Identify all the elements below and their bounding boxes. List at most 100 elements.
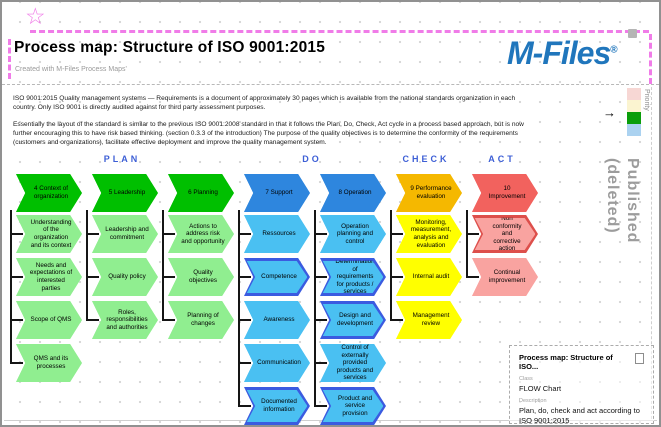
flow-header-node[interactable]: 10 Improvement (472, 174, 538, 212)
flow-node-label: 4 Context of organization (33, 185, 69, 200)
priority-swatch (627, 100, 641, 112)
flow-node-label: 7 Support (265, 189, 293, 197)
flow-node-label: Needs and expectations of interested par… (29, 261, 73, 292)
priority-swatch (627, 124, 641, 136)
flow-item-node[interactable]: Product and service provision (320, 387, 386, 425)
connector-stub (86, 276, 99, 278)
connector-stub (314, 276, 327, 278)
connector-stub (238, 319, 251, 321)
description-value: Plan, do, check and act according to ISO… (519, 405, 640, 425)
intro-paragraph-1: ISO 9001:2015 Quality management systems… (13, 95, 516, 112)
flow-item-node[interactable]: Determination of requirements for produc… (320, 258, 386, 296)
flow-item-node[interactable]: Quality policy (92, 258, 158, 296)
connector-stub (390, 276, 403, 278)
pink-dashed-divider-right (649, 34, 652, 84)
flow-header-node[interactable]: 8 Operation (320, 174, 386, 212)
flow-column: 5 Leadership Leadership and commitment Qua… (86, 174, 158, 425)
flow-node-label: Quality objectives (188, 269, 217, 284)
connector-stub (314, 405, 327, 407)
flow-node-label: Control of externally provided products … (336, 344, 374, 382)
flow-item-node[interactable]: Ressources (244, 215, 310, 253)
flow-node-label: Management review (412, 312, 450, 327)
connector-stub (390, 319, 403, 321)
document-icon (635, 353, 644, 364)
flow-item-node[interactable]: Internal audit (396, 258, 462, 296)
description-label: Description (519, 398, 547, 405)
mfiles-logo: M-Files® (507, 35, 639, 72)
annotation-icon (628, 29, 637, 38)
flow-item-node[interactable]: Design and development (320, 301, 386, 339)
flow-item-node[interactable]: Competence (244, 258, 310, 296)
flow-header-node[interactable]: 9 Performance evaluation (396, 174, 462, 212)
priority-arrow-icon: → (603, 105, 616, 120)
flow-node-label: 8 Operation (338, 189, 372, 197)
flow-item-node[interactable]: Operation planning and control (320, 215, 386, 253)
flow-item-node[interactable]: Non conformity and corrective action (472, 215, 538, 253)
class-value: FLOW Chart (519, 383, 562, 393)
connector-stub (314, 319, 327, 321)
intro-text: ISO 9001:2015 Quality management systems… (13, 94, 539, 155)
flow-column: 9 Performance evaluation Monitoring, meas… (390, 174, 462, 425)
flow-node-label: Leadership and commitment (105, 226, 149, 241)
flow-item-node[interactable]: Awareness (244, 301, 310, 339)
flow-header-node[interactable]: 5 Leadership (92, 174, 158, 212)
priority-swatch (627, 112, 641, 124)
flow-header-node[interactable]: 7 Support (244, 174, 310, 212)
connector-stub (466, 233, 479, 235)
star-icon: ☆ (25, 3, 46, 29)
connector-line (390, 210, 392, 321)
flow-node-label: Product and service provision (338, 394, 372, 417)
connector-stub (238, 233, 251, 235)
flow-header-node[interactable]: 6 Planning (168, 174, 234, 212)
flow-item-node[interactable]: Management review (396, 301, 462, 339)
flow-item-node[interactable]: Roles, responsibilities and authorities (92, 301, 158, 339)
connector-stub (10, 233, 23, 235)
flow-column: 6 Planning Actions to address risk and op… (162, 174, 234, 425)
connector-stub (86, 233, 99, 235)
flow-node-label: Non conformity and corrective action (492, 215, 522, 253)
flow-column: 10 Improvement Non conformity and correct… (466, 174, 538, 425)
flow-item-node[interactable]: Documented information (244, 387, 310, 425)
registered-mark: ® (610, 44, 617, 56)
flow-column: 7 Support Ressources Competence Awareness Co… (238, 174, 310, 425)
flow-node-label: Monitoring, measurement, analysis and ev… (410, 218, 452, 249)
flow-node-label: 9 Performance evaluation (410, 185, 452, 200)
connector-line (314, 210, 316, 407)
flow-item-node[interactable]: Control of externally provided products … (320, 344, 386, 382)
connector-line (10, 210, 12, 364)
flow-item-node[interactable]: Leadership and commitment (92, 215, 158, 253)
flow-node-label: 5 Leadership (108, 189, 146, 197)
flow-item-node[interactable]: Communication (244, 344, 310, 382)
flow-node-label: Internal audit (412, 273, 450, 281)
gray-dashed-divider (2, 84, 659, 85)
connector-stub (238, 362, 251, 364)
flow-item-node[interactable]: QMS and its processes (16, 344, 82, 382)
flow-item-node[interactable]: Needs and expectations of interested par… (16, 258, 82, 296)
metadata-card-title[interactable]: Process map: Structure of ISO... (519, 353, 613, 371)
connector-stub (314, 233, 327, 235)
flow-node-label: Continual improvement (488, 269, 526, 284)
flow-item-node[interactable]: Continual improvement (472, 258, 538, 296)
page-title: Process map: Structure of ISO 9001:2015 (14, 39, 326, 56)
connector-stub (390, 233, 403, 235)
flow-item-node[interactable]: Actions to address risk and opportunity (168, 215, 234, 253)
flow-header-node[interactable]: 4 Context of organization (16, 174, 82, 212)
connector-stub (466, 276, 479, 278)
priority-legend-label: Priority (643, 89, 650, 111)
connector-stub (314, 362, 327, 364)
connector-stub (162, 276, 175, 278)
group-label-check: CHECK (402, 154, 450, 164)
flow-item-node[interactable]: Planning of changes (168, 301, 234, 339)
flow-node-label: Awareness (263, 316, 295, 324)
flow-item-node[interactable]: Scope of QMS (16, 301, 82, 339)
flow-node-label: Determination of requirements for produc… (335, 258, 375, 296)
flow-item-node[interactable]: Monitoring, measurement, analysis and ev… (396, 215, 462, 253)
flow-item-node[interactable]: Understanding of the organization and it… (16, 215, 82, 253)
flow-node-label: Ressources (262, 230, 296, 238)
connector-line (238, 210, 240, 407)
priority-legend (627, 88, 641, 136)
connector-stub (238, 276, 251, 278)
pink-dashed-divider-top (30, 30, 649, 33)
flow-item-node[interactable]: Quality objectives (168, 258, 234, 296)
